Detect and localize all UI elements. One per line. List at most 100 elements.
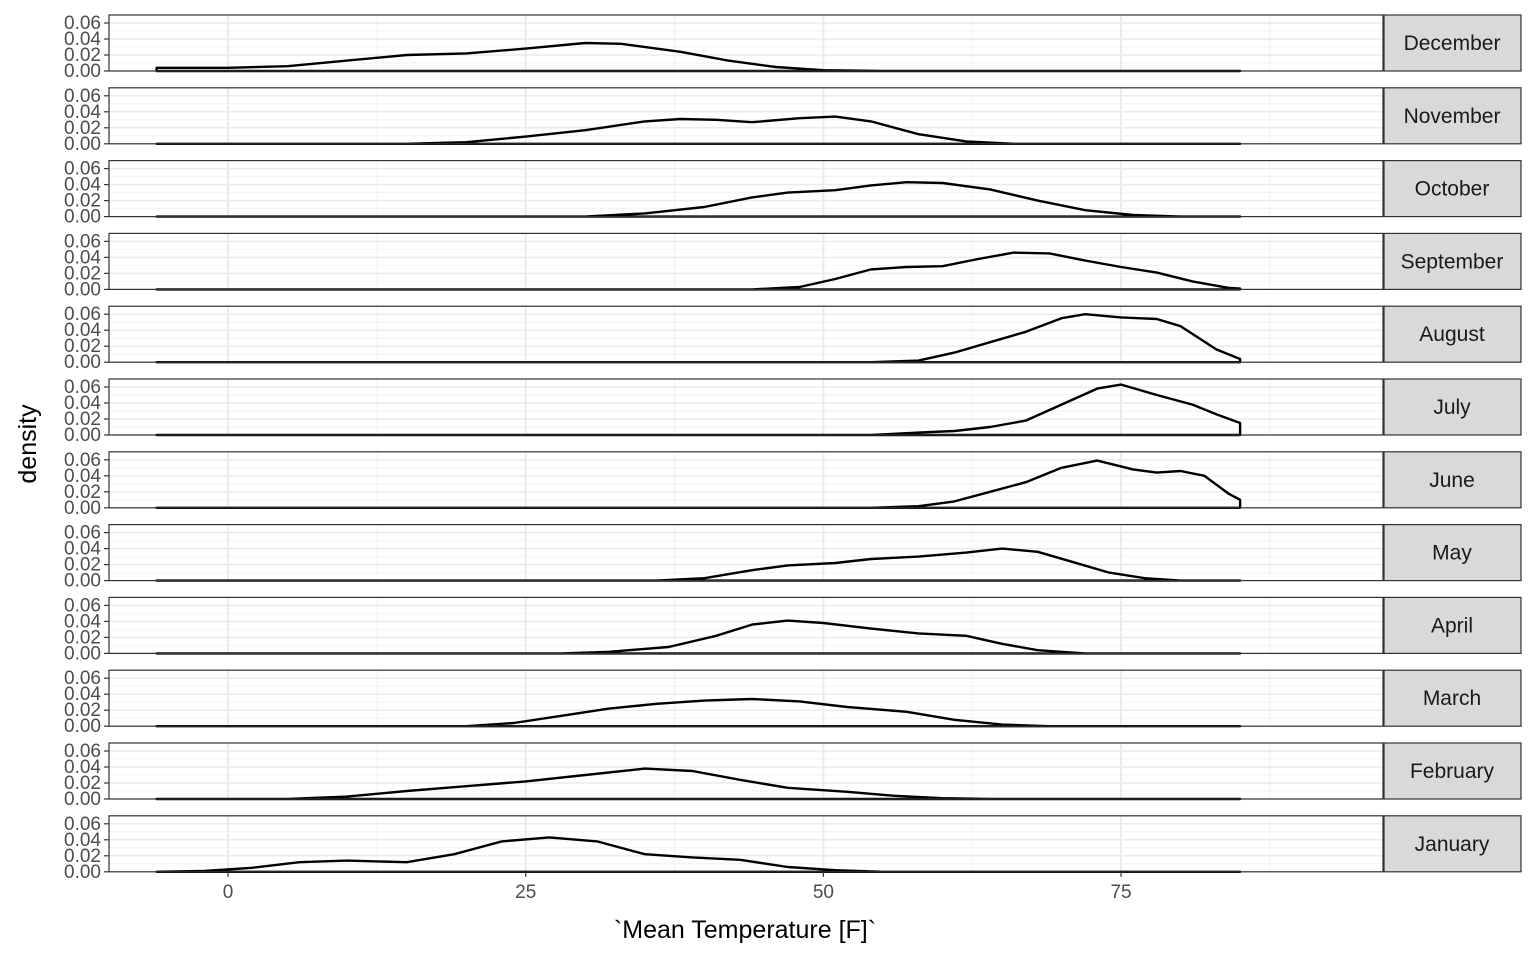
panel-background xyxy=(109,451,1383,508)
panel-background xyxy=(109,743,1383,799)
y-tick-label: 0.04 xyxy=(64,830,101,851)
density-curve-march xyxy=(155,697,1242,728)
y-tick-label: 0.06 xyxy=(64,741,101,762)
facet-strip-label: June xyxy=(1429,469,1475,492)
y-tick-label: 0.00 xyxy=(64,425,101,446)
density-curve-april xyxy=(155,619,1242,655)
density-curve-june xyxy=(155,459,1242,509)
panel-border xyxy=(108,232,1384,290)
y-tick-label: 0.00 xyxy=(64,571,101,592)
facet-strip-label: April xyxy=(1431,614,1473,637)
panel-june: 0.000.020.040.06 June xyxy=(64,450,1522,519)
y-tick-label: 0.02 xyxy=(64,336,101,357)
panel-border xyxy=(108,523,1384,582)
y-tick-label: 0.04 xyxy=(64,247,101,268)
y-tick-label: 0.00 xyxy=(64,498,101,519)
y-tick-label: 0.04 xyxy=(64,539,101,560)
facet-strip-label: July xyxy=(1433,396,1471,419)
panel-march: 0.000.020.040.06 March xyxy=(64,668,1522,737)
x-tick-label: 0 xyxy=(223,882,234,903)
y-tick-label: 0.00 xyxy=(64,134,101,155)
facet-strip-label: January xyxy=(1415,833,1490,856)
y-tick-label: 0.02 xyxy=(64,191,101,212)
x-axis: 0 25 50 75 xyxy=(223,871,1132,903)
facet-strip-label: February xyxy=(1410,760,1495,783)
panel-border xyxy=(108,451,1384,509)
y-tick-label: 0.00 xyxy=(64,207,101,228)
panel-december: 0.000.020.040.06 December xyxy=(64,13,1522,82)
density-curve-july xyxy=(155,383,1242,437)
y-tick-label: 0.04 xyxy=(64,102,101,123)
facet-strip-label: May xyxy=(1432,542,1472,565)
y-tick-label: 0.06 xyxy=(64,523,101,544)
y-tick-label: 0.06 xyxy=(64,159,101,180)
y-tick-label: 0.06 xyxy=(64,814,101,835)
panel-border xyxy=(108,815,1384,873)
y-tick-label: 0.06 xyxy=(64,13,101,34)
y-tick-label: 0.04 xyxy=(64,757,101,778)
y-tick-label: 0.06 xyxy=(64,450,101,471)
y-tick-label: 0.00 xyxy=(64,61,101,82)
panel-border xyxy=(108,378,1384,436)
facet-strip xyxy=(1383,742,1522,800)
y-tick-label: 0.00 xyxy=(64,789,101,810)
panel-border xyxy=(108,596,1384,655)
y-tick-label: 0.04 xyxy=(64,175,101,196)
panel-background xyxy=(109,160,1383,217)
panel-august: 0.000.020.040.06 August xyxy=(64,304,1522,373)
y-tick-label: 0.02 xyxy=(64,45,101,66)
y-tick-label: 0.06 xyxy=(64,668,101,689)
density-curve-september xyxy=(155,251,1242,291)
panel-july: 0.000.020.040.06 July xyxy=(64,377,1522,446)
panel-february: 0.000.020.040.06 February xyxy=(64,741,1522,810)
panel-october: 0.000.020.040.06 October xyxy=(64,159,1522,228)
y-tick-label: 0.04 xyxy=(64,684,101,705)
panel-background xyxy=(109,306,1383,363)
y-tick-label: 0.04 xyxy=(64,320,101,341)
y-tick-label: 0.02 xyxy=(64,846,101,867)
density-curve-january xyxy=(155,836,1242,873)
panel-border xyxy=(108,160,1384,218)
y-tick-label: 0.04 xyxy=(64,466,101,487)
y-tick-label: 0.02 xyxy=(64,773,101,794)
x-tick-label: 50 xyxy=(813,882,834,903)
panel-border xyxy=(108,669,1384,727)
panel-background xyxy=(109,87,1383,144)
y-tick-label: 0.04 xyxy=(64,611,101,632)
y-tick-label: 0.00 xyxy=(64,716,101,737)
facet-strip-label: August xyxy=(1419,323,1485,346)
facet-strip xyxy=(1383,378,1522,436)
facet-strip-label: December xyxy=(1404,32,1501,55)
facet-strip xyxy=(1383,669,1522,727)
y-axis-title: density xyxy=(14,404,42,484)
facet-strip-label: November xyxy=(1404,105,1501,128)
panel-september: 0.000.020.040.06 September xyxy=(64,231,1522,300)
x-axis-title: `Mean Temperature [F]` xyxy=(614,916,876,944)
x-tick-label: 75 xyxy=(1110,882,1131,903)
y-tick-label: 0.04 xyxy=(64,29,101,50)
density-curve-may xyxy=(155,547,1242,582)
facet-strip xyxy=(1383,815,1522,873)
panel-background xyxy=(109,379,1383,435)
facet-strip xyxy=(1383,596,1522,655)
facet-strip-label: October xyxy=(1415,178,1490,201)
facet-strip xyxy=(1383,451,1522,509)
y-tick-label: 0.02 xyxy=(64,627,101,648)
y-tick-label: 0.02 xyxy=(64,555,101,576)
density-curve-october xyxy=(155,181,1242,218)
panel-april: 0.000.020.040.06 April xyxy=(64,595,1522,664)
y-tick-label: 0.00 xyxy=(64,862,101,883)
y-tick-label: 0.06 xyxy=(64,231,101,252)
y-tick-label: 0.06 xyxy=(64,595,101,616)
y-tick-label: 0.00 xyxy=(64,279,101,300)
y-tick-label: 0.02 xyxy=(64,263,101,284)
y-tick-label: 0.02 xyxy=(64,482,101,503)
panel-background xyxy=(109,233,1383,290)
y-tick-label: 0.02 xyxy=(64,409,101,430)
panel-may: 0.000.020.040.06 May xyxy=(64,523,1522,592)
y-tick-label: 0.04 xyxy=(64,393,101,414)
density-curve-november xyxy=(155,115,1242,145)
facet-strip xyxy=(1383,14,1522,72)
facet-strip-label: March xyxy=(1423,687,1481,710)
